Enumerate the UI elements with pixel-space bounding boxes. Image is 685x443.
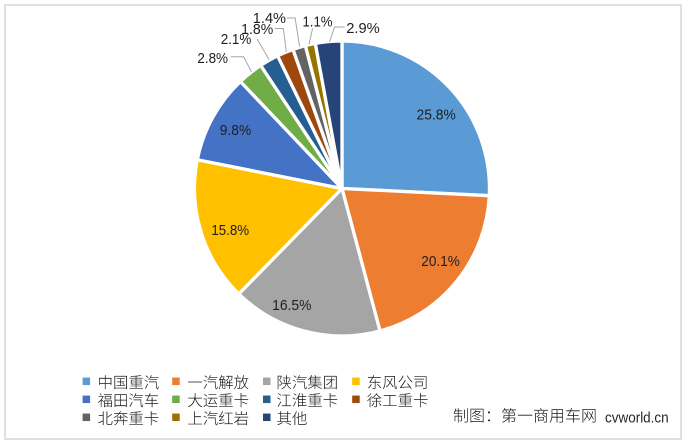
svg-text:2.9%: 2.9% bbox=[346, 20, 380, 37]
svg-text:1.8%: 1.8% bbox=[241, 21, 273, 38]
svg-text:1.4%: 1.4% bbox=[253, 10, 286, 27]
svg-text:20.1%: 20.1% bbox=[421, 253, 460, 270]
svg-text:2.1%: 2.1% bbox=[221, 31, 252, 48]
svg-text:2.8%: 2.8% bbox=[197, 50, 228, 67]
svg-text:1.1%: 1.1% bbox=[302, 14, 332, 31]
svg-text:25.8%: 25.8% bbox=[417, 107, 456, 124]
svg-text:cvworld.cn: cvworld.cn bbox=[605, 410, 669, 427]
svg-text:9.8%: 9.8% bbox=[220, 122, 251, 139]
svg-text:15.8%: 15.8% bbox=[211, 222, 249, 239]
svg-text:16.5%: 16.5% bbox=[272, 297, 311, 314]
